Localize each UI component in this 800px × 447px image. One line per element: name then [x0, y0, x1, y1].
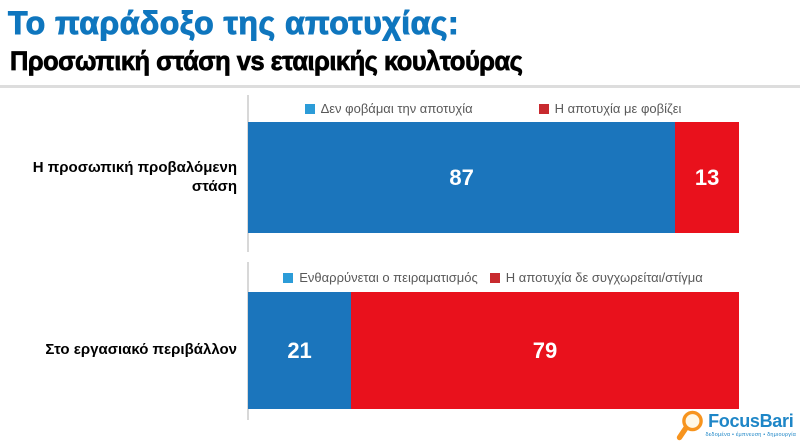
legend-label: Ενθαρρύνεται ο πειραματισμός: [299, 270, 478, 285]
page-subtitle: Προσωπική στάση vs εταιρικής κουλτούρας: [10, 46, 524, 77]
legend-label: Η αποτυχία δε συγχωρείται/στίγμα: [505, 270, 703, 285]
legend-label: Η αποτυχία με φοβίζει: [554, 101, 682, 116]
logo-name: FocusBari: [708, 411, 794, 431]
legend-item-blue: Ενθαρρύνεται ο πειραματισμός: [283, 270, 478, 285]
legend-item-blue: Δεν φοβάμαι την αποτυχία: [304, 101, 473, 116]
legend-swatch-red-icon: [538, 103, 549, 114]
legend-swatch-red-icon: [489, 272, 500, 283]
bar-value: 21: [287, 337, 312, 363]
bar-segment-red: 13: [675, 122, 739, 233]
magnifier-icon: [676, 410, 703, 441]
legend-item-red: Η αποτυχία δε συγχωρείται/στίγμα: [489, 270, 703, 285]
bar-segment-red: 79: [351, 292, 739, 409]
legend: Δεν φοβάμαι την αποτυχία Η αποτυχία με φ…: [247, 101, 739, 116]
logo-tagline: δεδομένα • έμπνευση • δημιουργία: [705, 432, 796, 438]
bar-value: 87: [449, 164, 474, 190]
focusbari-logo: FocusBari δεδομένα • έμπνευση • δημιουργ…: [675, 408, 796, 444]
bar-value: 13: [694, 164, 720, 190]
legend-label: Δεν φοβάμαι την αποτυχία: [320, 101, 473, 116]
stacked-bar: 87 13: [248, 122, 739, 233]
bar-value: 79: [532, 337, 558, 363]
logo-text-block: FocusBari δεδομένα • έμπνευση • δημιουργ…: [706, 412, 796, 438]
bar-segment-blue: 87: [248, 122, 676, 233]
category-label: Η προσωπική προβαλόμενη στάση: [32, 158, 237, 195]
legend-swatch-blue-icon: [283, 272, 294, 283]
category-label: Στο εργασιακό περιβάλλον: [45, 341, 237, 359]
legend-swatch-blue-icon: [304, 103, 315, 114]
bar-segment-blue: 21: [248, 292, 352, 409]
legend: Ενθαρρύνεται ο πειραματισμός Η αποτυχία …: [247, 270, 739, 285]
page-title: Το παράδοξο της αποτυχίας:: [7, 5, 460, 42]
legend-item-red: Η αποτυχία με φοβίζει: [538, 101, 682, 116]
header-divider: [0, 85, 800, 88]
stacked-bar: 21 79: [248, 292, 739, 409]
